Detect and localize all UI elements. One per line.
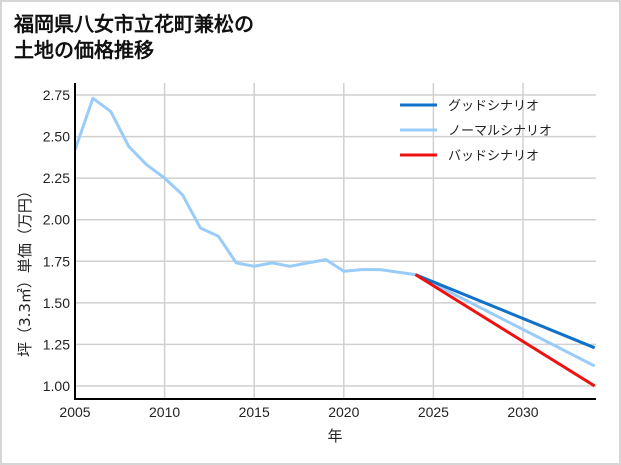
y-tick-label: 1.50: [43, 295, 70, 311]
data-series: [73, 96, 596, 388]
chart-title-line1: 福岡県八女市立花町兼松の: [14, 12, 254, 36]
y-tick-label: 1.00: [43, 378, 70, 394]
y-tick-label: 2.50: [43, 129, 70, 145]
x-tick-label: 2005: [59, 404, 90, 420]
y-axis-label: 坪（3.3㎡）単価（万円）: [16, 183, 34, 357]
legend-label: グッドシナリオ: [448, 99, 539, 114]
series-line: [414, 273, 596, 388]
x-tick-label: 2010: [149, 404, 180, 420]
x-tick-label: 2020: [328, 404, 359, 420]
x-tick-label: 2025: [418, 404, 449, 420]
y-tick-label: 2.25: [43, 170, 70, 186]
x-tick-label: 2030: [507, 404, 538, 420]
legend-label: バッドシナリオ: [448, 149, 539, 164]
series-line: [414, 273, 596, 350]
axes: [74, 83, 596, 400]
y-tick-label: 2.00: [43, 212, 70, 228]
y-tick-label: 1.25: [43, 336, 70, 352]
y-tick-label: 1.75: [43, 253, 70, 269]
series-line: [73, 96, 596, 368]
y-tick-label: 2.75: [43, 87, 70, 103]
legend-label: ノーマルシナリオ: [448, 124, 552, 139]
tick-labels: 2005 2010 2015 2020 2025 2030 1.00 1.25 1.50 1.75…: [43, 87, 539, 420]
x-axis-label: 年: [327, 427, 342, 445]
x-tick-label: 2015: [239, 404, 270, 420]
chart-title: 福岡県八女市立花町兼松の 土地の価格推移: [14, 11, 254, 63]
chart-title-line2: 土地の価格推移: [14, 38, 154, 62]
